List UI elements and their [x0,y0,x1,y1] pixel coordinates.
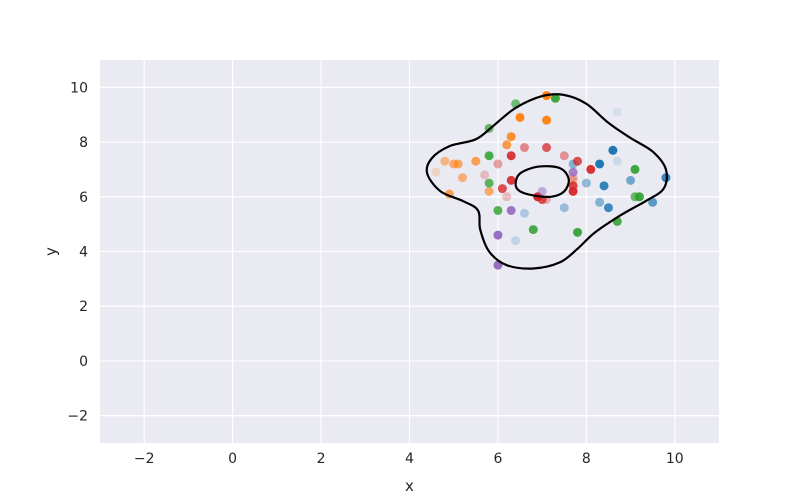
y-tick-label: 0 [79,354,88,370]
scatter-point [484,151,494,161]
scatter-point [573,156,583,166]
scatter-point [515,112,525,122]
scatter-point [484,178,494,188]
x-tick-label: −2 [134,451,155,467]
y-tick-label: 6 [79,190,88,206]
scatter-point [648,197,658,207]
y-tick-label: 4 [79,245,88,261]
scatter-point [568,181,578,191]
scatter-point [506,175,516,185]
scatter-point [599,181,609,191]
scatter-point [550,93,560,103]
scatter-point [661,173,671,183]
y-tick-label: 2 [79,299,88,315]
scatter-point [603,203,613,213]
scatter-point [519,208,529,218]
scatter-point [502,140,512,150]
scatter-point [537,186,547,196]
scatter-point [542,143,552,153]
scatter-point [497,184,507,194]
contour-line-outer [425,93,669,270]
scatter-point [493,230,503,240]
scatter-point [502,192,512,202]
x-tick-label: 4 [405,451,414,467]
y-tick-label: −2 [67,409,88,425]
x-tick-label: 0 [228,451,237,467]
scatter-point [519,143,529,153]
scatter-point [506,151,516,161]
scatter-point [586,164,596,174]
y-axis-label: y [42,247,60,256]
x-tick-label: 10 [666,451,684,467]
scatter-point [493,205,503,215]
contour-line-inner [514,165,570,199]
axis-ticks: −2 0 2 4 6 8 10 −2 0 2 4 6 8 10 [67,80,683,467]
scatter-point [449,159,459,169]
scatter-point [484,186,494,196]
scatter-point [630,164,640,174]
x-tick-label: 6 [493,451,502,467]
scatter-point [458,173,468,183]
scatter-point [480,170,490,180]
y-tick-label: 10 [70,80,88,96]
scatter-point [608,145,618,155]
scatter-point [559,203,569,213]
scatter-point [595,159,605,169]
y-tick-label: 8 [79,135,88,151]
scatter-point [630,192,640,202]
x-tick-label: 8 [582,451,591,467]
scatter-point [581,178,591,188]
scatter-point [542,115,552,125]
density-contours [425,93,669,270]
scatter-point [528,225,538,235]
scatter-point [506,205,516,215]
x-tick-label: 2 [317,451,326,467]
scatter-point [506,132,516,142]
scatter-point [431,167,441,177]
scatter-point [493,159,503,169]
scatter-point [471,156,481,166]
scatter-point [612,107,622,117]
scatter-point [511,236,521,246]
scatter-point [568,167,578,177]
scatter-point [612,156,622,166]
scatter-point [595,197,605,207]
scatter-point [559,151,569,161]
scatter-point [573,227,583,237]
scatter-point [440,156,450,166]
grid [100,60,719,443]
scatter-point [626,175,636,185]
x-axis-label: x [405,477,414,495]
